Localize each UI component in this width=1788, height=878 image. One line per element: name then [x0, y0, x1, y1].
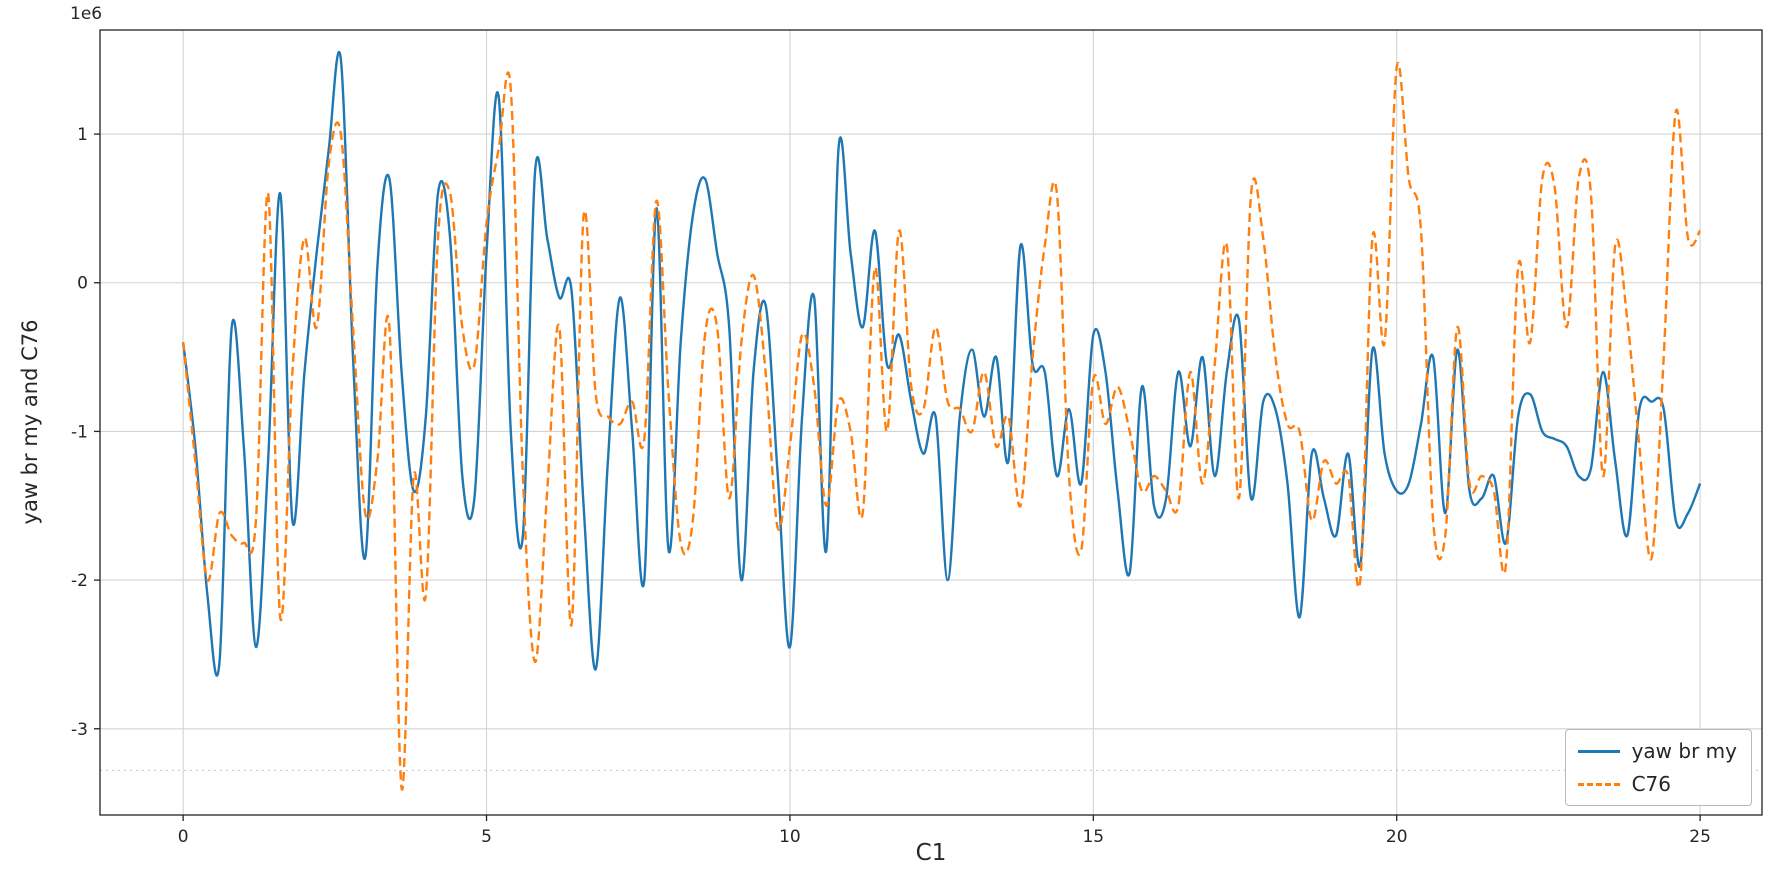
y-axis-label: yaw br my and C76 [18, 319, 42, 525]
svg-text:-1: -1 [71, 422, 88, 442]
legend-entry-c76: C76 [1577, 772, 1737, 796]
svg-text:-2: -2 [71, 571, 88, 591]
svg-text:-3: -3 [71, 720, 88, 740]
svg-text:5: 5 [481, 827, 492, 847]
legend-line-sample-solid [1577, 749, 1620, 753]
legend-entry-yaw-br-my: yaw br my [1577, 739, 1737, 763]
svg-text:25: 25 [1689, 827, 1711, 847]
svg-text:15: 15 [1082, 827, 1104, 847]
legend-label: C76 [1631, 772, 1672, 796]
legend-line-sample-dashed [1577, 782, 1620, 786]
svg-text:10: 10 [779, 827, 801, 847]
svg-text:0: 0 [178, 827, 189, 847]
y-axis-offset-text: 1e6 [70, 4, 103, 24]
legend: yaw br my C76 [1564, 729, 1752, 806]
svg-text:20: 20 [1386, 827, 1408, 847]
svg-text:0: 0 [77, 274, 88, 294]
x-axis-label: C1 [915, 840, 947, 866]
legend-label: yaw br my [1631, 739, 1737, 763]
svg-text:1: 1 [77, 125, 88, 145]
